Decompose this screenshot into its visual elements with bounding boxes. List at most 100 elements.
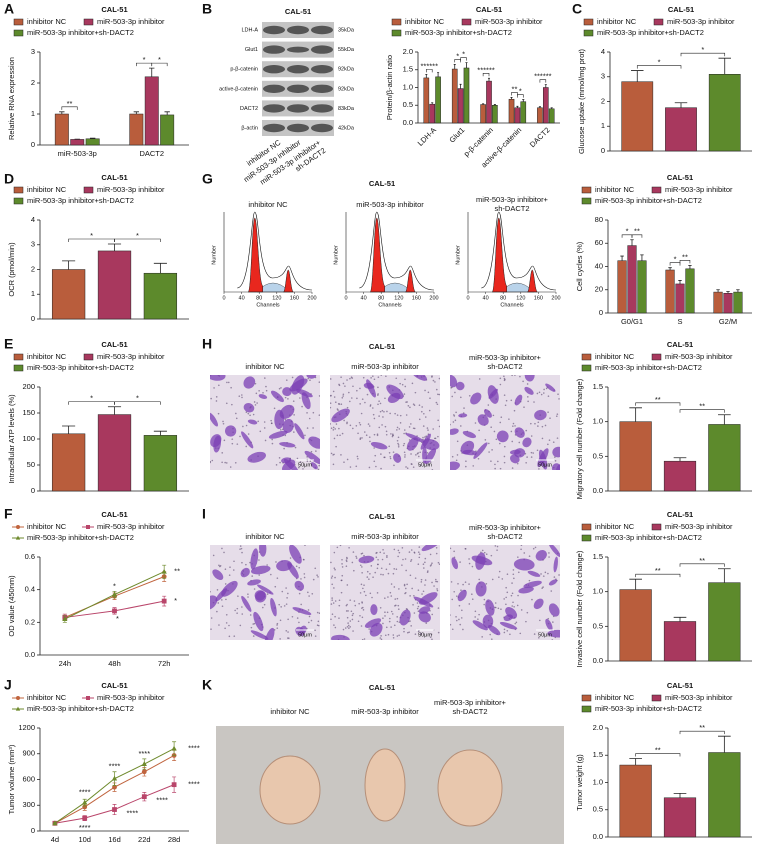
pore [245,445,248,448]
blot-band [287,123,309,133]
panel-label: B [202,1,212,17]
pore [247,433,250,435]
pore [337,403,340,405]
pore [544,571,547,574]
bar [621,81,654,152]
panel-label: J [4,677,12,693]
pore [411,587,413,590]
pore [488,451,490,453]
cell [243,403,255,413]
y-tick-label: 2 [601,96,605,105]
blot-band [263,25,285,35]
y-tick-label: 1200 [18,723,35,732]
pore [368,436,371,438]
pore [538,391,541,394]
cell [421,545,440,552]
pore [373,378,376,381]
pore [453,550,455,553]
pore [308,615,311,618]
significance-label: ** [512,84,518,93]
bar [451,68,458,124]
pore [352,630,354,632]
pore [511,605,514,607]
significance-label: * [456,51,459,60]
pore [478,378,481,380]
pore [349,620,352,622]
cell [253,611,264,632]
pore [385,375,387,378]
error-bar [149,67,155,77]
cell [331,634,350,640]
pore [331,583,334,586]
y-tick-label: 3 [31,240,35,249]
pore [357,620,360,623]
cell [455,381,465,391]
pore [377,386,379,389]
size-label: 83kDa [338,106,355,112]
pore [228,574,231,576]
pore [285,587,287,589]
pore [384,425,387,428]
sample-label: inhibitor NC [270,707,310,716]
pore [558,398,560,400]
panel-label: C [572,1,582,17]
pore [352,427,354,430]
pore [511,467,514,469]
pore [256,402,258,404]
cell [301,392,311,410]
pore [430,564,433,566]
pore [396,414,399,416]
pore [356,455,359,458]
error-bar [437,72,440,77]
bar [70,139,85,146]
cell [514,394,523,406]
significance-label: * [113,582,116,591]
pore [478,429,480,432]
pore [547,617,550,620]
pore [396,439,399,442]
cell [450,375,458,388]
pore [410,558,413,561]
pore [312,427,314,429]
pore [499,442,501,445]
x-tick-label: miR-503-3p [58,149,97,158]
pore [359,437,362,439]
pore [465,460,467,462]
pore [311,593,314,595]
flow-x-tick-label: 40 [361,295,367,301]
pore [316,574,318,576]
cell [282,459,296,470]
pore [385,433,388,436]
significance-label: **** [188,780,200,789]
cell [514,427,525,438]
pore [459,561,461,563]
micrograph: 50μm [330,375,440,470]
pore [291,615,294,618]
pore [348,546,350,549]
pore [421,593,423,595]
pore [468,394,471,397]
pore [249,561,251,564]
pore [219,565,221,568]
pore [254,382,257,385]
pore [385,430,388,433]
pore [395,568,398,570]
error-bar [631,70,644,82]
error-bar [133,111,140,114]
pore [304,434,306,437]
pore [536,449,539,452]
pore [341,566,344,568]
pore [520,548,522,551]
legend-swatch [391,18,402,26]
significance-label: ** [634,227,640,236]
pore [494,463,496,466]
pore [517,594,519,597]
pore [503,394,506,396]
flow-x-tick-label: 40 [483,295,489,301]
pore [396,429,398,431]
pore [357,432,359,435]
pore [468,583,470,585]
pore [543,388,545,391]
pore [387,596,389,598]
pore [388,451,391,454]
